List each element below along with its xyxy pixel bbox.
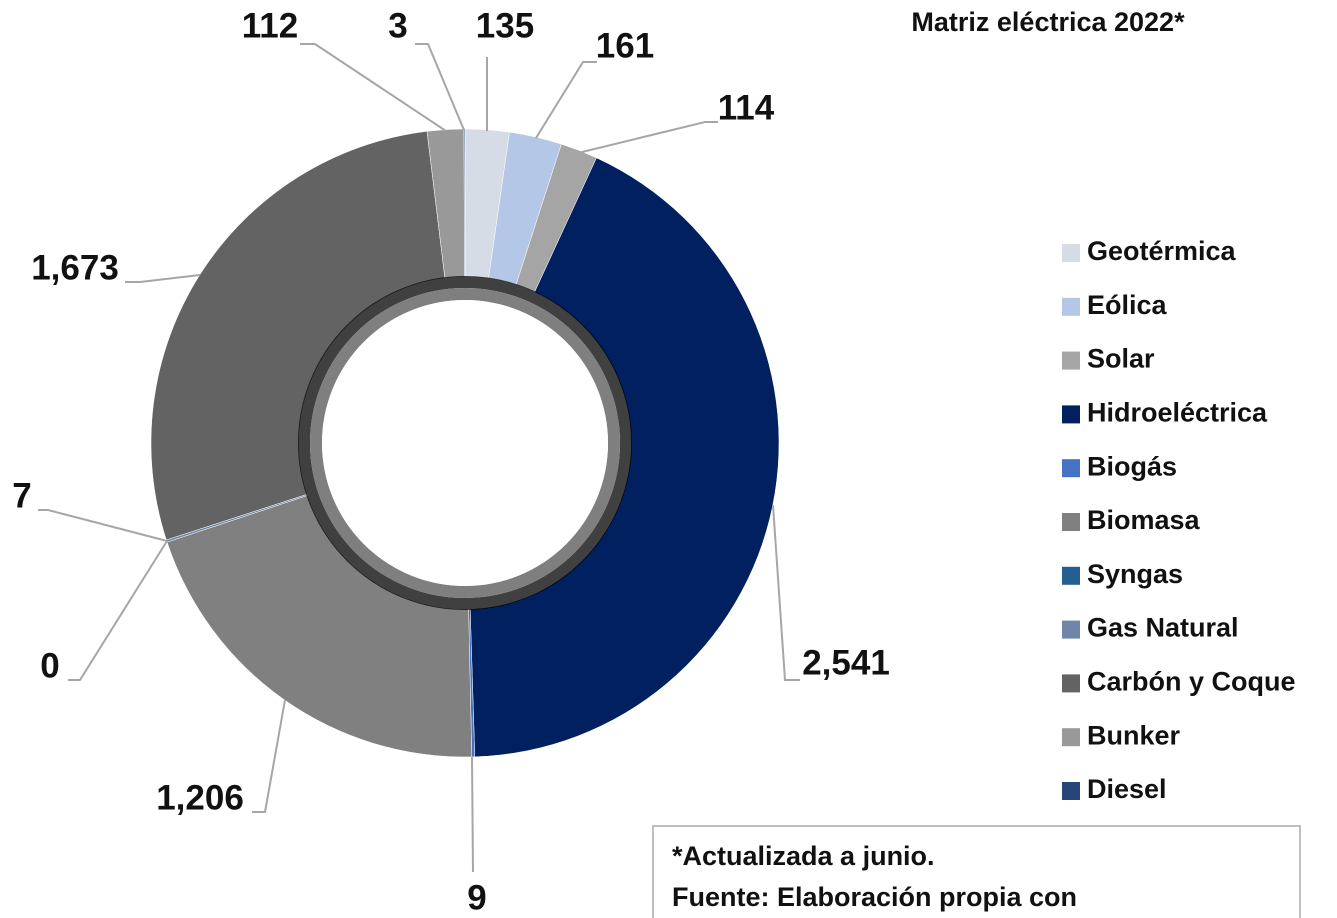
inner-ring-shadow [298,276,632,610]
legend-label: Biogás [1087,451,1177,481]
data-label: 2,541 [802,643,890,682]
data-label: 0 [40,646,59,685]
legend-label: Geotérmica [1087,236,1237,266]
data-label: 7 [12,476,31,515]
legend-swatch [1062,728,1080,747]
leader-line [252,699,286,813]
leader-line [535,61,597,139]
legend-swatch [1062,297,1080,316]
data-label: 135 [476,6,534,45]
legend-label: Biomasa [1087,505,1201,535]
legend-swatch [1062,620,1080,639]
leader-line [471,756,474,873]
leader-line [68,540,168,681]
leader-line [772,504,800,681]
legend-label: Syngas [1087,559,1183,589]
legend-label: Eólica [1087,290,1168,320]
note-line: Fuente: Elaboración propia con [672,882,1077,912]
legend-swatch [1062,244,1080,262]
note-line: *Actualizada a junio. [672,841,935,871]
leader-line [300,43,447,132]
donut-slice [463,128,466,278]
data-label: 9 [467,878,486,917]
donut-hole [322,300,608,586]
data-label: 114 [718,88,775,127]
legend-label: Diesel [1087,774,1167,804]
leader-line [125,274,201,283]
inner-ring [310,288,620,598]
legend-swatch [1062,351,1080,370]
legend-swatch [1062,566,1080,585]
legend-label: Gas Natural [1087,613,1239,643]
legend-label: Hidroeléctrica [1087,398,1268,428]
leader-line [38,509,168,542]
legend-swatch [1062,459,1080,478]
chart-title: Matriz eléctrica 2022* [911,7,1185,37]
data-label: 1,206 [156,778,244,817]
legend-label: Solar [1087,344,1155,374]
data-label: 112 [242,6,298,45]
legend-swatch [1062,782,1080,800]
note-box [652,825,1301,918]
legend-swatch [1062,513,1080,531]
data-label: 3 [388,6,407,45]
leader-line [415,43,465,131]
legend-swatch [1062,405,1080,424]
legend-label: Bunker [1087,720,1181,750]
legend-swatch [1062,674,1080,693]
data-label: 161 [596,26,654,65]
data-label: 1,673 [31,248,119,287]
legend-label: Carbón y Coque [1087,667,1296,697]
leader-line [577,121,718,154]
